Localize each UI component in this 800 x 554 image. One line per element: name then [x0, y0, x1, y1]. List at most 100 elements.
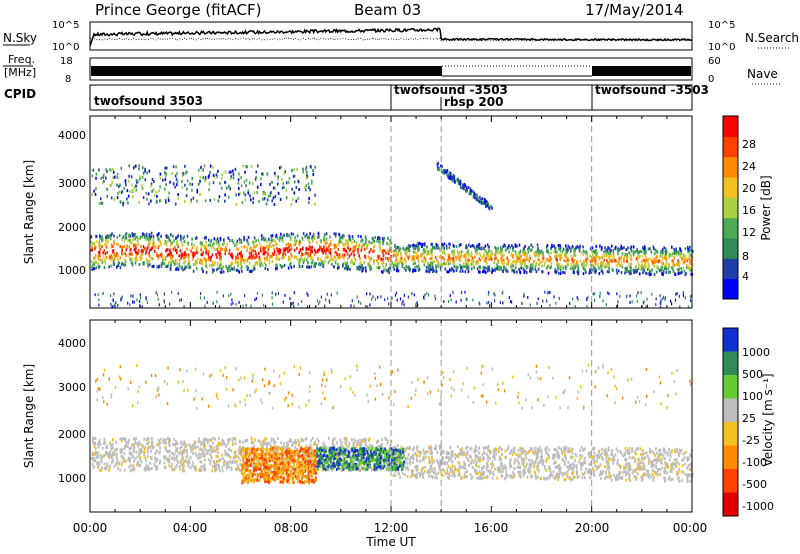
power-cell — [230, 262, 233, 265]
velocity-cell — [146, 455, 149, 458]
power-cell — [136, 251, 138, 255]
power-cell — [620, 271, 623, 275]
velocity-cell — [525, 452, 528, 455]
power-cell — [428, 269, 431, 273]
velocity-cell — [439, 447, 441, 451]
velocity-cell — [519, 455, 521, 459]
power-cell — [124, 179, 127, 183]
velocity-cell — [262, 466, 265, 469]
power-cell — [561, 255, 563, 259]
power-cell — [155, 190, 158, 194]
cpid-panel: CPID twofsound 3503 twofsound -3503 rbsp… — [4, 83, 709, 111]
power-cell — [290, 203, 293, 206]
velocity-cell — [304, 456, 306, 460]
power-cell — [238, 172, 240, 176]
power-cell — [296, 234, 299, 238]
power-cell — [176, 180, 179, 184]
velocity-cell — [168, 464, 171, 468]
power-cell — [676, 292, 678, 295]
power-cell — [277, 191, 280, 195]
power-cell — [186, 265, 188, 269]
power-cell — [113, 175, 116, 179]
power-cell — [642, 259, 644, 263]
power-cell — [494, 268, 496, 272]
power-cell — [305, 184, 308, 188]
power-cell — [368, 262, 371, 266]
velocity-cell — [664, 457, 666, 460]
velocity-cell — [631, 471, 634, 475]
velocity-cell — [342, 459, 344, 462]
power-cell — [216, 300, 218, 304]
power-cell — [436, 243, 439, 247]
power-cell — [208, 182, 211, 186]
velocity-cell — [188, 443, 191, 447]
velocity-cell — [453, 470, 456, 474]
power-cell — [231, 252, 233, 256]
power-cell — [255, 170, 258, 174]
power-cell — [495, 256, 498, 260]
nave-tick-top: 60 — [708, 56, 721, 67]
power-cell — [496, 265, 499, 269]
power-cell — [565, 259, 567, 263]
power-cell — [546, 250, 548, 254]
power-cell — [383, 268, 385, 272]
power-cell — [565, 251, 567, 255]
power-cell — [668, 252, 670, 256]
power-cell — [437, 264, 439, 268]
power-cell — [213, 263, 215, 267]
power-cell — [307, 253, 310, 256]
power-cell — [468, 243, 470, 247]
power-cell — [671, 259, 674, 263]
power-cell — [582, 261, 585, 265]
power-cell — [245, 178, 248, 182]
power-cell — [660, 254, 662, 258]
power-cell — [157, 256, 160, 260]
power-cell — [428, 293, 430, 297]
velocity-cell — [664, 463, 667, 467]
power-cell — [306, 265, 308, 269]
velocity-cell — [262, 441, 265, 445]
power-cell — [378, 236, 380, 240]
power-cell — [253, 243, 255, 247]
velocity-cell — [620, 451, 623, 455]
power-cell — [278, 236, 281, 240]
power-cell — [387, 252, 390, 255]
velocity-cell — [468, 463, 470, 467]
velocity-cell — [553, 454, 555, 458]
search-tick-top: 10^5 — [708, 20, 735, 31]
power-cell — [113, 239, 115, 243]
power-cell — [137, 180, 139, 184]
velocity-cell — [409, 456, 412, 460]
power-cell — [170, 251, 172, 255]
power-cell — [448, 258, 450, 262]
power-cell — [361, 245, 363, 249]
power-cell — [253, 236, 256, 240]
power-cell — [268, 258, 271, 262]
power-cell — [502, 269, 504, 273]
velocity-cell — [363, 467, 366, 471]
power-cell — [303, 257, 306, 261]
velocity-cell — [512, 471, 514, 475]
power-cell — [266, 255, 268, 259]
velocity-cell — [634, 460, 636, 463]
power-cell — [476, 193, 478, 197]
velocity-cell — [593, 447, 595, 451]
velocity-cell — [486, 452, 488, 456]
velocity-cell — [558, 463, 560, 467]
power-cell — [244, 193, 247, 197]
power-cell — [474, 195, 476, 199]
power-cell — [514, 260, 516, 263]
power-cell — [546, 291, 549, 295]
power-cell — [466, 263, 468, 267]
velocity-cell — [642, 457, 644, 461]
velocity-cell — [498, 470, 500, 474]
power-cell — [374, 297, 377, 301]
power-cell — [358, 267, 361, 271]
power-cell — [601, 256, 603, 260]
power-cell — [472, 190, 474, 194]
power-cell — [434, 297, 437, 301]
power-cell — [102, 254, 105, 258]
velocity-cell — [476, 456, 479, 460]
velocity-cell — [648, 473, 651, 477]
power-cell — [472, 195, 475, 199]
